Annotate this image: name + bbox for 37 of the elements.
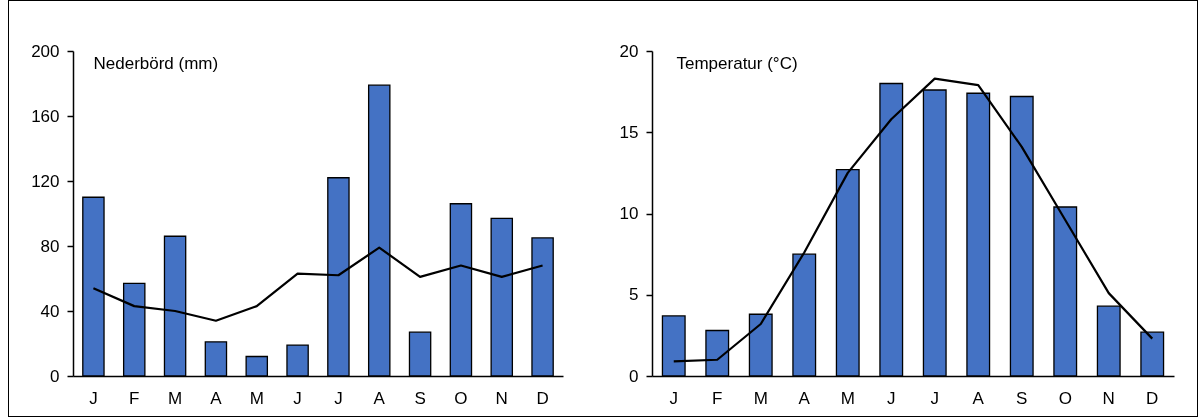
- y-tick-label: 40: [40, 301, 60, 321]
- x-tick-label: A: [210, 388, 223, 408]
- x-tick-label: J: [89, 388, 98, 408]
- x-tick-label: J: [669, 388, 678, 408]
- y-tick-label: 5: [629, 285, 639, 305]
- x-tick-label: N: [495, 388, 508, 408]
- x-tick-label: A: [972, 388, 985, 408]
- x-tick-label: D: [536, 388, 549, 408]
- y-tick-label: 80: [40, 236, 60, 256]
- x-tick-label: F: [129, 388, 140, 408]
- y-tick-label: 10: [619, 204, 639, 223]
- x-tick-label: M: [753, 388, 768, 408]
- y-tick-label: 200: [31, 41, 60, 61]
- x-tick-label: J: [887, 388, 896, 408]
- y-tick-label: 0: [629, 366, 639, 386]
- y-tick-label: 15: [619, 122, 639, 142]
- y-axis-title: Nederbörd (mm): [93, 53, 219, 73]
- x-tick-label: J: [334, 388, 343, 408]
- x-tick-label: A: [798, 388, 811, 408]
- x-tick-label: N: [1102, 388, 1115, 408]
- x-tick-label: S: [1016, 388, 1028, 408]
- x-tick-label: M: [249, 388, 264, 408]
- y-tick-label: 0: [50, 366, 60, 386]
- x-tick-label: O: [454, 388, 468, 408]
- x-tick-label: O: [1058, 388, 1072, 408]
- x-tick-label: F: [712, 388, 723, 408]
- x-tick-label: J: [293, 388, 302, 408]
- x-tick-label: A: [373, 388, 386, 408]
- x-tick-label: M: [840, 388, 855, 408]
- x-tick-label: S: [414, 388, 426, 408]
- y-tick-label: 160: [31, 106, 60, 126]
- y-tick-label: 120: [31, 171, 60, 191]
- x-tick-label: M: [168, 388, 183, 408]
- x-tick-label: D: [1146, 388, 1159, 408]
- y-tick-label: 20: [619, 41, 639, 61]
- y-axis-title: Temperatur (°C): [676, 53, 798, 73]
- x-tick-label: J: [930, 388, 939, 408]
